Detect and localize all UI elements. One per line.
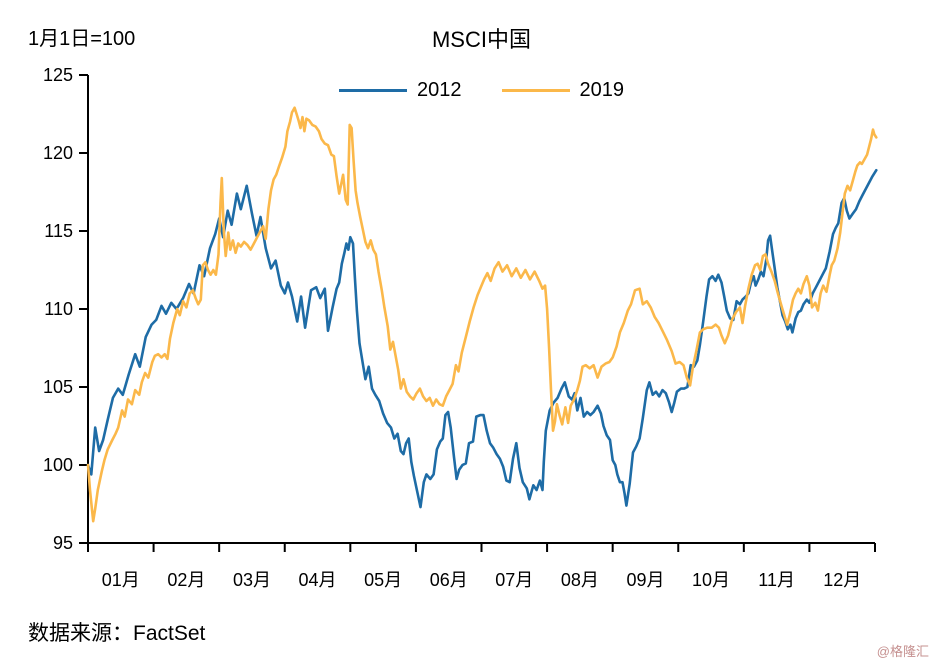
x-tick-label: 04月 [299, 570, 337, 590]
legend-item-2012: 2012 [339, 79, 462, 102]
legend-label-2019: 2019 [579, 79, 625, 101]
x-tick-label: 10月 [692, 570, 730, 590]
x-tick-label: 07月 [495, 570, 533, 590]
x-tick-label: 12月 [823, 570, 861, 590]
y-tick-label: 110 [44, 299, 73, 319]
y-tick-label: 120 [43, 143, 73, 163]
series-line-2019 [86, 106, 878, 523]
legend-line-swatch-2012 [339, 89, 407, 92]
chart-title: MSCI中国 [431, 27, 531, 52]
legend: 2012 2019 [88, 79, 875, 102]
x-tick-label: 09月 [626, 570, 664, 590]
axis-ticks [79, 74, 876, 552]
data-source-note: 数据来源：FactSet [28, 622, 206, 645]
x-tick-label: 08月 [561, 570, 599, 590]
watermark-gelonghui: @格隆汇 [876, 644, 929, 659]
y-tick-label: 115 [44, 221, 73, 241]
y-tick-label: 105 [43, 377, 73, 397]
x-tick-label: 03月 [233, 570, 271, 590]
x-tick-label: 06月 [430, 570, 468, 590]
legend-item-2019: 2019 [501, 79, 625, 102]
x-tick-label: 11月 [758, 570, 795, 590]
series-line-2012 [86, 168, 878, 509]
x-tick-label: 05月 [364, 570, 402, 590]
y-tick-label: 95 [53, 533, 73, 553]
x-tick-label: 01月 [102, 570, 140, 590]
index-base-note: 1月1日=100 [28, 28, 136, 50]
legend-label-2012: 2012 [417, 79, 462, 101]
y-tick-label: 125 [43, 65, 73, 85]
x-tick-label: 02月 [167, 570, 205, 590]
legend-line-swatch-2019 [501, 89, 570, 92]
y-tick-label: 100 [43, 455, 73, 475]
axis-spines [87, 75, 875, 544]
